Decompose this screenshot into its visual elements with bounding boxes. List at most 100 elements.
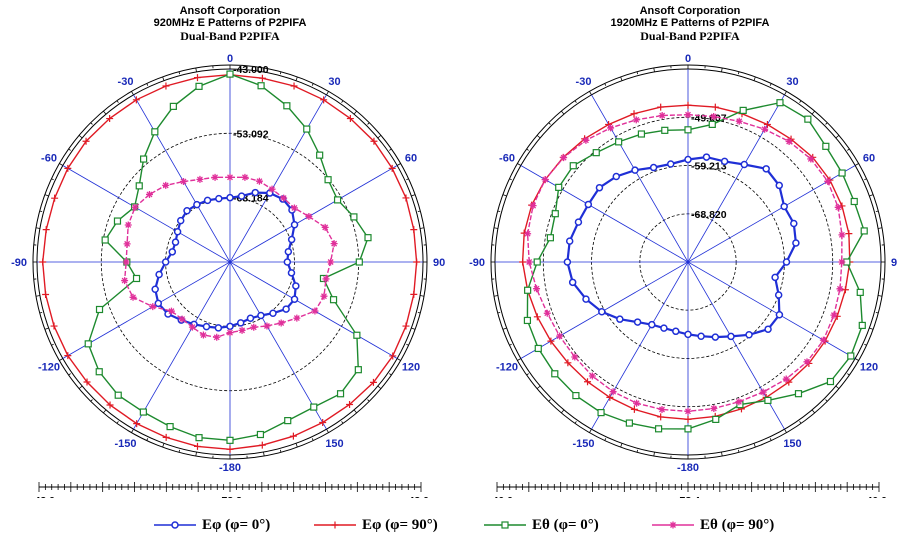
data-point-e_phi_0 — [155, 270, 163, 279]
rim-tick — [811, 110, 815, 115]
rim-tick — [574, 100, 577, 103]
data-point-e_phi_90 — [39, 258, 47, 266]
rim-tick — [536, 135, 541, 139]
data-point-e_phi_0 — [595, 183, 604, 192]
data-point-e_theta_0 — [132, 274, 141, 283]
data-point-e_phi_90 — [258, 441, 266, 449]
legend-label-e-phi-0: Eφ (φ= 0°) — [202, 516, 271, 533]
data-point-e_phi_90 — [369, 378, 377, 386]
legend-item-e-theta-0: Eθ (φ= 0°) — [482, 512, 599, 538]
data-point-e_theta_0 — [850, 197, 858, 206]
series-line-e_theta_0 — [526, 101, 865, 430]
data-point-e_phi_90 — [106, 115, 114, 123]
rim-tick — [116, 421, 119, 424]
data-point-e_theta_90 — [293, 314, 301, 322]
data-point-e_phi_0 — [598, 308, 606, 316]
legend-item-e-phi-0: Eφ (φ= 0°) — [152, 512, 270, 538]
data-point-e_phi_0 — [648, 320, 656, 329]
data-point-e_phi_0 — [612, 172, 621, 181]
rim-tick — [847, 148, 850, 151]
angle-label: 90 — [433, 257, 445, 269]
data-point-e_phi_90 — [42, 291, 50, 299]
data-point-e_theta_90 — [280, 194, 288, 202]
rim-tick — [51, 343, 54, 346]
rim-tick — [68, 148, 71, 151]
rim-tick — [869, 194, 874, 197]
data-point-e_phi_0 — [173, 227, 182, 236]
data-point-e_theta_90 — [330, 240, 338, 248]
data-point-e_phi_90 — [410, 290, 418, 298]
data-point-e_phi_0 — [574, 218, 583, 226]
angle-label: -180 — [219, 462, 241, 474]
rim-tick — [753, 443, 756, 448]
rim-tick — [78, 135, 83, 139]
data-point-e_theta_90 — [588, 372, 596, 380]
data-point-e_phi_90 — [51, 194, 59, 202]
data-point-e_phi_90 — [564, 359, 572, 367]
rim-tick — [377, 135, 382, 139]
rim-tick — [737, 449, 740, 453]
rim-tick — [721, 451, 723, 457]
rim-tick — [44, 194, 49, 197]
rim-tick — [39, 210, 43, 213]
data-point-e_phi_90 — [82, 137, 90, 145]
data-point-e_phi_90 — [763, 120, 771, 128]
data-point-e_theta_90 — [819, 336, 827, 344]
data-point-e_theta_90 — [226, 329, 234, 337]
legend-symbol-e-theta-90 — [652, 521, 694, 529]
data-point-e_phi_90 — [162, 82, 170, 90]
data-point-e_phi_0 — [649, 163, 658, 172]
data-point-e_theta_90 — [241, 173, 249, 181]
data-point-e_theta_90 — [320, 292, 328, 300]
rim-tick — [406, 178, 409, 181]
data-point-e_theta_90 — [658, 406, 666, 414]
data-point-e_theta_0 — [316, 151, 324, 159]
data-point-e_phi_0 — [762, 165, 770, 173]
data-point-e_theta_90 — [560, 154, 568, 162]
rim-tick — [497, 210, 501, 213]
data-point-e_phi_90 — [519, 258, 527, 266]
rim-tick — [311, 83, 314, 86]
data-point-e_theta_90 — [658, 111, 666, 119]
data-point-e_theta_0 — [95, 368, 103, 376]
rim-tick — [326, 91, 329, 96]
data-point-e_theta_0 — [592, 149, 600, 157]
series-e_theta_0 — [84, 70, 372, 444]
data-point-e_phi_90 — [841, 286, 849, 294]
rim-tick — [417, 210, 421, 213]
data-point-e_phi_0 — [697, 332, 705, 340]
angle-label: 0 — [685, 53, 691, 65]
data-point-e_theta_90 — [188, 323, 196, 331]
scale-label: -78.4 — [676, 495, 700, 498]
data-point-e_theta_0 — [135, 182, 143, 190]
data-point-e_theta_90 — [238, 326, 246, 334]
left-chart-header: Ansoft Corporation 920MHz E Patterns of … — [130, 5, 330, 43]
data-point-e_theta_90 — [807, 155, 815, 163]
rim-tick — [825, 399, 828, 402]
data-point-e_theta_90 — [684, 407, 692, 415]
data-point-e_phi_0 — [292, 282, 300, 290]
data-point-e_phi_90 — [193, 74, 201, 82]
data-point-e_phi_90 — [64, 352, 72, 360]
data-point-e_phi_0 — [214, 324, 223, 332]
rim-tick — [854, 358, 859, 361]
data-point-e_phi_0 — [226, 322, 234, 331]
data-point-e_theta_90 — [131, 203, 139, 211]
data-point-e_phi_0 — [660, 324, 668, 332]
angle-label: -60 — [499, 153, 515, 165]
data-point-e_phi_0 — [616, 315, 624, 323]
data-point-e_phi_0 — [775, 181, 783, 190]
data-point-e_theta_90 — [121, 277, 129, 285]
data-point-e_phi_90 — [83, 378, 91, 386]
data-point-e_theta_0 — [555, 183, 563, 191]
rim-tick — [526, 373, 529, 376]
data-point-e_theta_0 — [551, 370, 559, 378]
data-point-e_phi_90 — [258, 74, 266, 82]
data-point-e_theta_90 — [149, 303, 157, 311]
rim-tick — [353, 110, 357, 115]
data-point-e_theta_90 — [321, 223, 329, 231]
grid-spoke — [591, 94, 785, 430]
data-point-e_theta_0 — [524, 286, 532, 294]
data-point-e_theta_0 — [364, 234, 372, 242]
rim-tick — [195, 451, 197, 457]
